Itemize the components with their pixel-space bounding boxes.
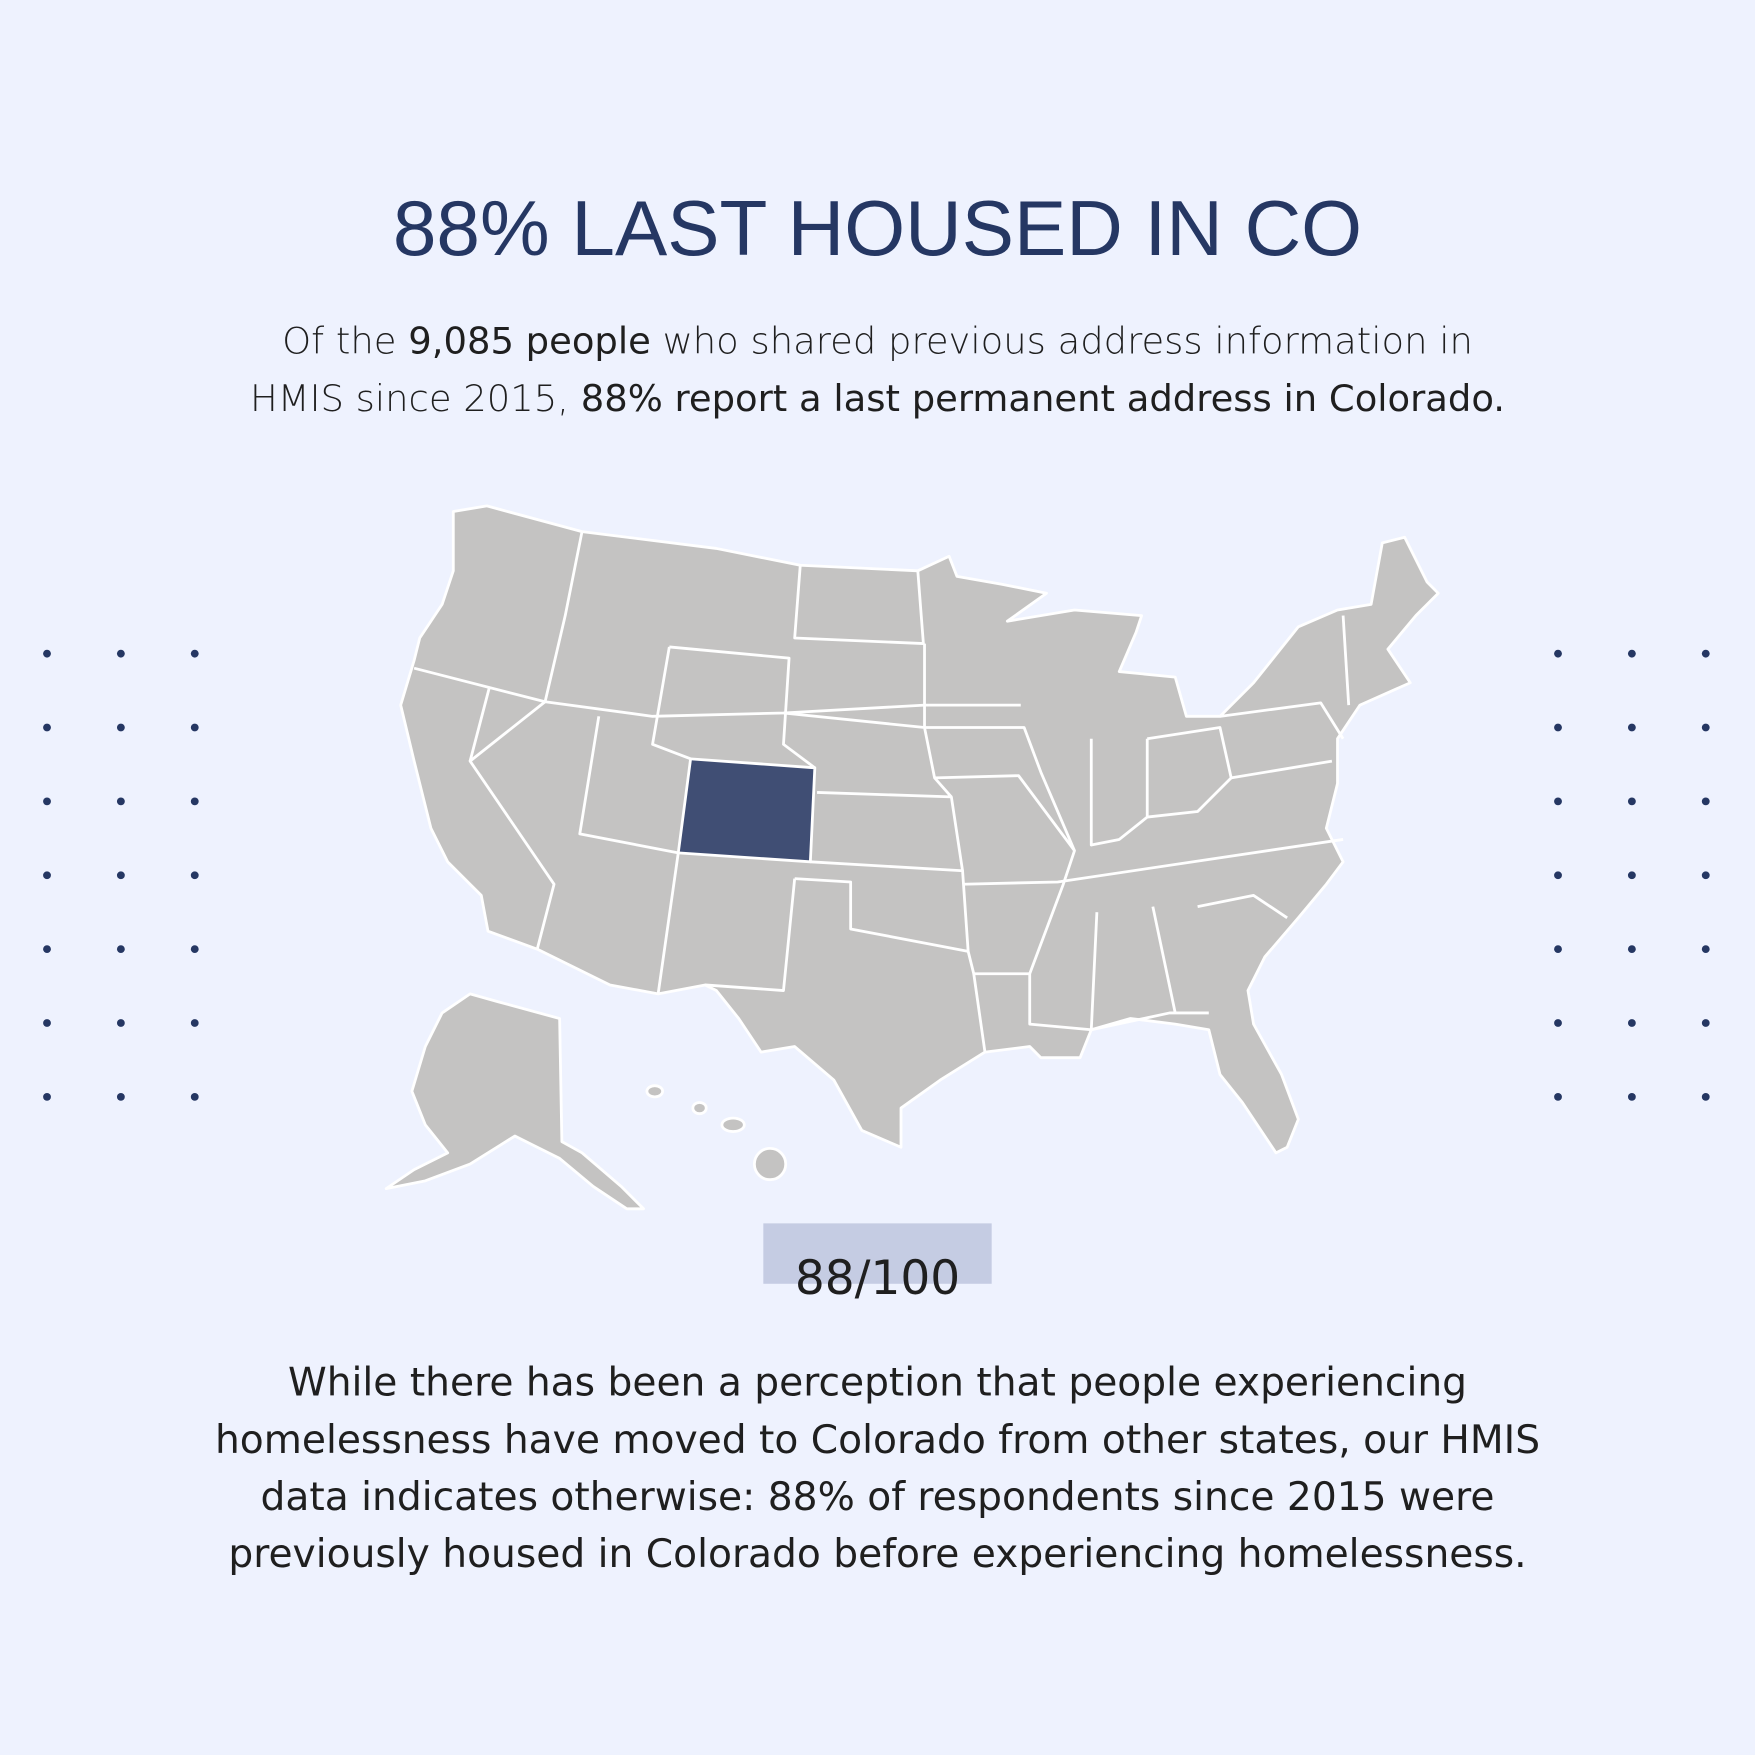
stat-label: 88/100 [795,1251,960,1306]
hawaii [720,1116,746,1133]
hawaii [645,1084,665,1099]
intro-segment: Of the [282,320,408,363]
dot [43,649,51,658]
dot [1627,871,1636,880]
dot [116,649,125,658]
body-text: While there has been a perception that p… [215,1361,1540,1577]
dot [1627,1019,1636,1027]
dot [1554,649,1562,658]
state-borders [1147,776,1233,819]
dot [1554,723,1562,732]
body-line: previously housed in Colorado before exp… [228,1532,1526,1577]
hawaii [752,1146,788,1182]
dot [1701,871,1710,880]
dot [190,1019,199,1027]
state-borders [656,852,680,995]
hawaii [691,1101,708,1116]
state-borders [705,878,797,992]
state-borders [1147,726,1333,780]
dot [116,797,125,806]
dot [43,1092,51,1101]
state-borders [669,645,816,769]
state-borders [794,860,970,953]
dot [1701,797,1710,806]
body-line: While there has been a perception that p… [288,1361,1467,1406]
dot [1554,797,1562,806]
title: 88% LAST HOUSED IN CO [393,184,1362,272]
lower-48 [399,504,1440,1155]
dot [1554,1092,1562,1101]
dot [190,797,199,806]
dot [116,723,125,732]
dot [1701,1019,1710,1027]
state-borders [468,687,491,762]
dot [1554,945,1562,954]
intro-line: Of the 9,085 people who shared previous … [282,320,1473,363]
state-borders [1219,701,1345,740]
body-line: data indicates otherwise: 88% of respond… [261,1475,1495,1520]
state-borders [651,646,692,761]
state-borders [972,973,987,1053]
intro-segment: who shared previous address information … [651,320,1473,363]
intro-highlight: 88% report a last permanent address in C… [581,377,1505,420]
dot [43,1019,51,1027]
dot [1701,945,1710,954]
state-borders [468,531,584,950]
colorado [676,757,817,864]
dot [1701,1092,1710,1101]
state-borders [783,711,953,798]
dot [190,723,199,732]
dot [190,945,199,954]
dot [190,649,199,658]
stat-highlight [763,1223,992,1284]
state-borders [962,838,1344,886]
dot [116,871,125,880]
state-borders [1151,906,1177,1014]
dot [190,871,199,880]
state-borders [413,666,1021,718]
dot [116,1092,125,1101]
intro-highlight: 9,085 people [408,320,651,363]
dot [1554,871,1562,880]
state-borders [1341,615,1351,706]
intro-text: Of the 9,085 people who shared previous … [250,320,1505,420]
dot [1627,797,1636,806]
dot [1701,649,1710,658]
state-borders [1197,894,1288,919]
intro-segment: HMIS since 2015, [250,377,581,420]
dot [43,945,51,954]
dot [1701,723,1710,732]
dot [43,871,51,880]
dot [1627,945,1636,954]
dot [116,1019,125,1027]
body-line: homelessness have moved to Colorado from… [215,1418,1540,1463]
dot-pattern [43,649,1710,1101]
dot [190,1092,199,1101]
dot [43,723,51,732]
state-borders [1089,738,1149,847]
intro-line: HMIS since 2015, 88% report a last perma… [250,377,1505,420]
state-borders [578,716,679,855]
dot [1627,1092,1636,1101]
dot [43,797,51,806]
us-map [384,504,1440,1211]
state-borders [793,565,925,645]
alaska [384,992,645,1211]
dot [1554,1019,1562,1027]
dot [1627,649,1636,658]
dot [1627,723,1636,732]
state-borders [1089,912,1209,1032]
dot [116,945,125,954]
state-borders [934,774,1076,852]
